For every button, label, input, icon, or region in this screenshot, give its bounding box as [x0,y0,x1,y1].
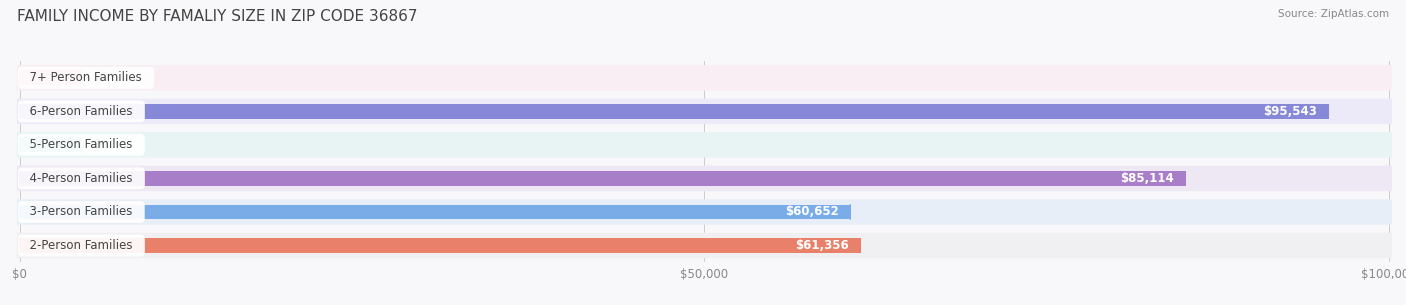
Text: $61,356: $61,356 [796,239,849,252]
FancyBboxPatch shape [17,233,1392,258]
Bar [20,138,82,152]
Text: 3-Person Families: 3-Person Families [22,206,141,218]
Bar [20,70,82,85]
FancyBboxPatch shape [17,132,1392,158]
Text: Source: ZipAtlas.com: Source: ZipAtlas.com [1278,9,1389,19]
Text: $0: $0 [93,71,108,84]
Text: $95,543: $95,543 [1264,105,1317,118]
FancyBboxPatch shape [17,166,1392,191]
Bar [20,205,851,219]
FancyBboxPatch shape [17,65,1392,91]
Text: $85,114: $85,114 [1121,172,1174,185]
Text: 7+ Person Families: 7+ Person Families [22,71,149,84]
Bar [20,171,1185,186]
Text: 6-Person Families: 6-Person Families [22,105,141,118]
Text: $0: $0 [93,138,108,151]
Text: 4-Person Families: 4-Person Families [22,172,141,185]
Bar [20,238,860,253]
FancyBboxPatch shape [17,199,1392,225]
Text: 2-Person Families: 2-Person Families [22,239,141,252]
Text: 5-Person Families: 5-Person Families [22,138,141,151]
Bar [20,104,1329,119]
FancyBboxPatch shape [17,99,1392,124]
Text: $60,652: $60,652 [786,206,839,218]
Text: FAMILY INCOME BY FAMALIY SIZE IN ZIP CODE 36867: FAMILY INCOME BY FAMALIY SIZE IN ZIP COD… [17,9,418,24]
